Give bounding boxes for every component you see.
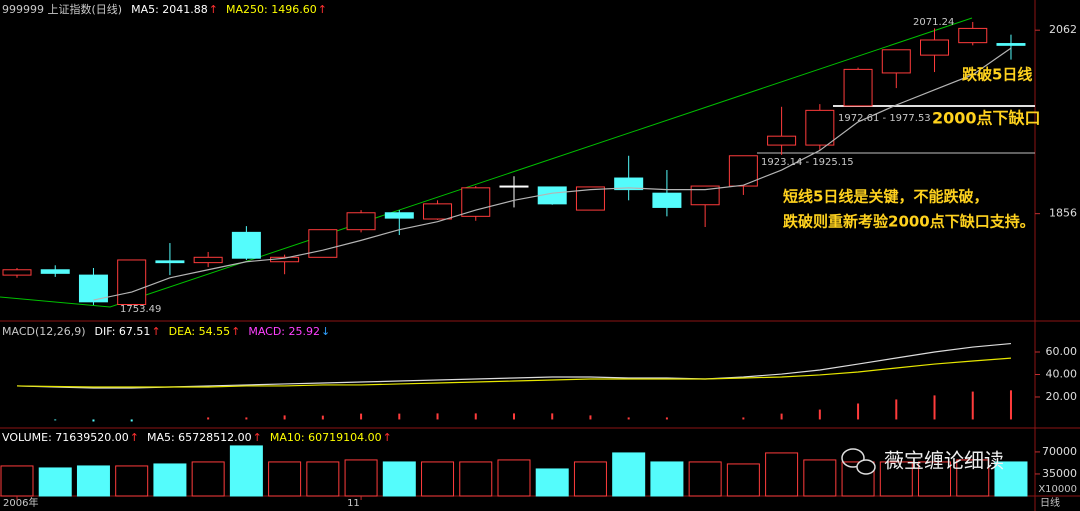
annotation: 2071.24 (913, 17, 954, 28)
candle-body (767, 135, 797, 146)
legend-entry: DIF: 67.51 (95, 325, 151, 338)
candle-body (652, 192, 682, 208)
volume-bar (918, 461, 952, 497)
volume-bar (0, 465, 34, 497)
marks (0, 21, 1028, 497)
candle-body (575, 186, 605, 211)
candle-body (461, 187, 491, 217)
macd-line (16, 357, 1012, 388)
legend-arrow: ↑ (209, 3, 218, 16)
y-tick-label: 35000 (1042, 467, 1077, 480)
volume-bar (765, 452, 799, 497)
watermark-icon (841, 448, 876, 475)
volume-bar (573, 461, 607, 497)
candle-body (499, 185, 529, 188)
legend-entry: DEA: 54.55 (169, 325, 230, 338)
ma-line (93, 47, 1012, 301)
legend-arrow: ↑ (318, 3, 327, 16)
legend-entry: MA250: 1496.60 (226, 3, 317, 16)
annotation: 跌破5日线 (962, 66, 1032, 84)
volume-bar (421, 461, 455, 497)
x-tick-label: 11 (347, 498, 360, 509)
candle-body (805, 109, 835, 146)
candle-body (614, 177, 644, 191)
annotation: 1972.61 - 1977.53 (838, 113, 931, 124)
candle-body (881, 49, 911, 74)
volume-bar (650, 461, 684, 497)
volume-bar (879, 461, 913, 497)
legend-entry: MA5: 2041.88 (131, 3, 208, 16)
candle-body (117, 259, 147, 306)
volume-bar (191, 461, 225, 497)
annotation: 1753.49 (120, 304, 161, 315)
watermark: 薇宝缠论细读 (884, 449, 1004, 473)
legend-entry: MACD(12,26,9) (2, 325, 86, 338)
candle-body (308, 229, 338, 258)
annotation: 2000点下缺口 (932, 109, 1041, 128)
volume-bar (497, 459, 531, 497)
legend-arrow: ↑ (130, 431, 139, 444)
x-tick-label: 2006年 (3, 496, 38, 509)
volume-bar (306, 461, 340, 497)
y-tick-label: 2062 (1049, 23, 1077, 36)
volume-bar (956, 459, 990, 497)
volume-bar (459, 461, 493, 497)
volume-bar (994, 461, 1028, 497)
legend-entry: VOLUME: 71639520.00 (2, 431, 129, 444)
candle-body (231, 231, 261, 259)
volume-bar (344, 459, 378, 497)
candle-body (2, 269, 32, 276)
candle-body (40, 269, 70, 274)
candle-body (690, 185, 720, 206)
unit-label: X10000 (1038, 484, 1077, 495)
y-tick-label: 70000 (1042, 445, 1077, 458)
volume-bar (76, 465, 110, 497)
y-tick-label: 20.00 (1046, 390, 1078, 403)
candle-body (384, 212, 414, 219)
volume-bar (803, 459, 837, 497)
volume-bar (688, 461, 722, 497)
legend-entry: MA10: 60719104.00 (270, 431, 382, 444)
legend-arrow: ↓ (321, 325, 330, 338)
legend-entry: 999999 上证指数(日线) (2, 2, 122, 16)
candle-body (346, 212, 376, 231)
volume-bar (612, 452, 646, 497)
y-tick-label: 1856 (1049, 207, 1077, 220)
volume-bar (115, 465, 149, 497)
legend-arrow: ↑ (231, 325, 240, 338)
y-tick-label: 60.00 (1046, 345, 1078, 358)
volume-bar (38, 467, 72, 497)
trend-line (0, 17, 973, 308)
candle-body (843, 68, 873, 107)
legend-arrow: ↑ (383, 431, 392, 444)
candle-body (423, 203, 453, 220)
legend-entry: MACD: 25.92 (248, 325, 320, 338)
volume-bar (153, 463, 187, 497)
legend-arrow: ↑ (151, 325, 160, 338)
volume-bar (268, 461, 302, 497)
annotation: 短线5日线是关键，不能跌破， (783, 188, 988, 206)
volume-bar (382, 461, 416, 497)
candle-body (78, 274, 108, 303)
volume-bar (229, 445, 263, 497)
candle-body (996, 43, 1026, 46)
y-tick-label: 40.00 (1046, 367, 1078, 380)
legend-arrow: ↑ (253, 431, 262, 444)
volume-bar (535, 468, 569, 497)
legend-entry: MA5: 65728512.00 (147, 431, 252, 444)
annotation: 1923.14 - 1925.15 (761, 157, 854, 168)
volume-bar (726, 463, 760, 497)
candle-body (193, 256, 223, 264)
candle-body (920, 39, 950, 56)
annotation: 跌破则重新考验2000点下缺口支持。 (783, 213, 1035, 231)
period-label: 日线 (1040, 496, 1060, 509)
candle-body (958, 27, 988, 44)
candle-body (155, 260, 185, 264)
